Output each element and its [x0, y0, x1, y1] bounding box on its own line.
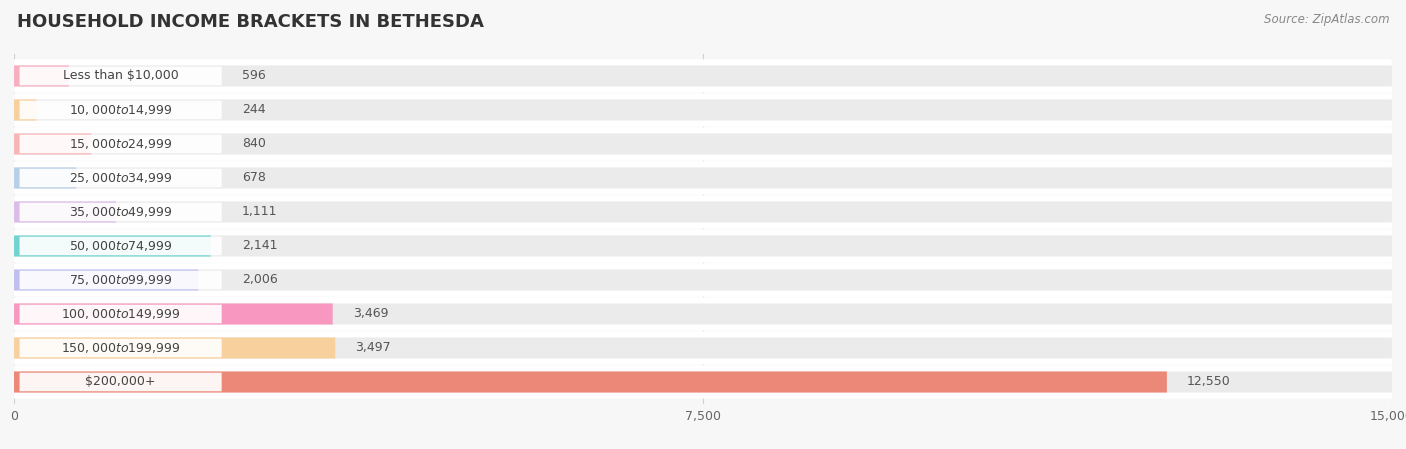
FancyBboxPatch shape	[14, 304, 1392, 325]
FancyBboxPatch shape	[14, 161, 1392, 195]
FancyBboxPatch shape	[14, 202, 117, 223]
Text: $35,000 to $49,999: $35,000 to $49,999	[69, 205, 173, 219]
Text: $15,000 to $24,999: $15,000 to $24,999	[69, 137, 173, 151]
Text: $75,000 to $99,999: $75,000 to $99,999	[69, 273, 173, 287]
FancyBboxPatch shape	[14, 229, 1392, 263]
FancyBboxPatch shape	[14, 202, 1392, 223]
FancyBboxPatch shape	[14, 304, 333, 325]
Text: $200,000+: $200,000+	[86, 375, 156, 388]
FancyBboxPatch shape	[14, 66, 69, 87]
Text: Less than $10,000: Less than $10,000	[63, 70, 179, 83]
FancyBboxPatch shape	[14, 338, 1392, 359]
FancyBboxPatch shape	[14, 66, 1392, 87]
FancyBboxPatch shape	[20, 373, 222, 391]
Text: $50,000 to $74,999: $50,000 to $74,999	[69, 239, 173, 253]
FancyBboxPatch shape	[14, 371, 1392, 392]
FancyBboxPatch shape	[14, 269, 198, 291]
Text: 596: 596	[242, 70, 266, 83]
FancyBboxPatch shape	[14, 128, 1392, 161]
FancyBboxPatch shape	[20, 271, 222, 289]
Text: HOUSEHOLD INCOME BRACKETS IN BETHESDA: HOUSEHOLD INCOME BRACKETS IN BETHESDA	[17, 13, 484, 31]
FancyBboxPatch shape	[14, 297, 1392, 330]
FancyBboxPatch shape	[14, 371, 1167, 392]
FancyBboxPatch shape	[14, 167, 1392, 189]
FancyBboxPatch shape	[20, 237, 222, 255]
FancyBboxPatch shape	[20, 101, 222, 119]
FancyBboxPatch shape	[20, 135, 222, 153]
Text: $25,000 to $34,999: $25,000 to $34,999	[69, 171, 173, 185]
FancyBboxPatch shape	[14, 59, 1392, 92]
Text: 3,497: 3,497	[356, 342, 391, 355]
FancyBboxPatch shape	[14, 133, 1392, 154]
FancyBboxPatch shape	[14, 263, 1392, 297]
FancyBboxPatch shape	[14, 331, 1392, 365]
FancyBboxPatch shape	[14, 235, 211, 256]
Text: $10,000 to $14,999: $10,000 to $14,999	[69, 103, 173, 117]
Text: 2,141: 2,141	[242, 239, 277, 252]
FancyBboxPatch shape	[14, 99, 1392, 120]
FancyBboxPatch shape	[20, 67, 222, 85]
FancyBboxPatch shape	[14, 133, 91, 154]
FancyBboxPatch shape	[14, 93, 1392, 127]
Text: Source: ZipAtlas.com: Source: ZipAtlas.com	[1264, 13, 1389, 26]
Text: 1,111: 1,111	[242, 206, 277, 219]
FancyBboxPatch shape	[20, 339, 222, 357]
FancyBboxPatch shape	[14, 269, 1392, 291]
Text: $150,000 to $199,999: $150,000 to $199,999	[60, 341, 180, 355]
FancyBboxPatch shape	[20, 169, 222, 187]
Text: 2,006: 2,006	[242, 273, 277, 286]
FancyBboxPatch shape	[14, 99, 37, 120]
Text: 3,469: 3,469	[353, 308, 388, 321]
FancyBboxPatch shape	[14, 338, 335, 359]
FancyBboxPatch shape	[20, 202, 222, 221]
FancyBboxPatch shape	[14, 167, 76, 189]
Text: $100,000 to $149,999: $100,000 to $149,999	[60, 307, 180, 321]
FancyBboxPatch shape	[20, 305, 222, 323]
Text: 840: 840	[242, 137, 266, 150]
Text: 678: 678	[242, 172, 266, 185]
FancyBboxPatch shape	[14, 195, 1392, 229]
Text: 244: 244	[242, 103, 266, 116]
FancyBboxPatch shape	[14, 365, 1392, 399]
FancyBboxPatch shape	[14, 235, 1392, 256]
Text: 12,550: 12,550	[1187, 375, 1230, 388]
